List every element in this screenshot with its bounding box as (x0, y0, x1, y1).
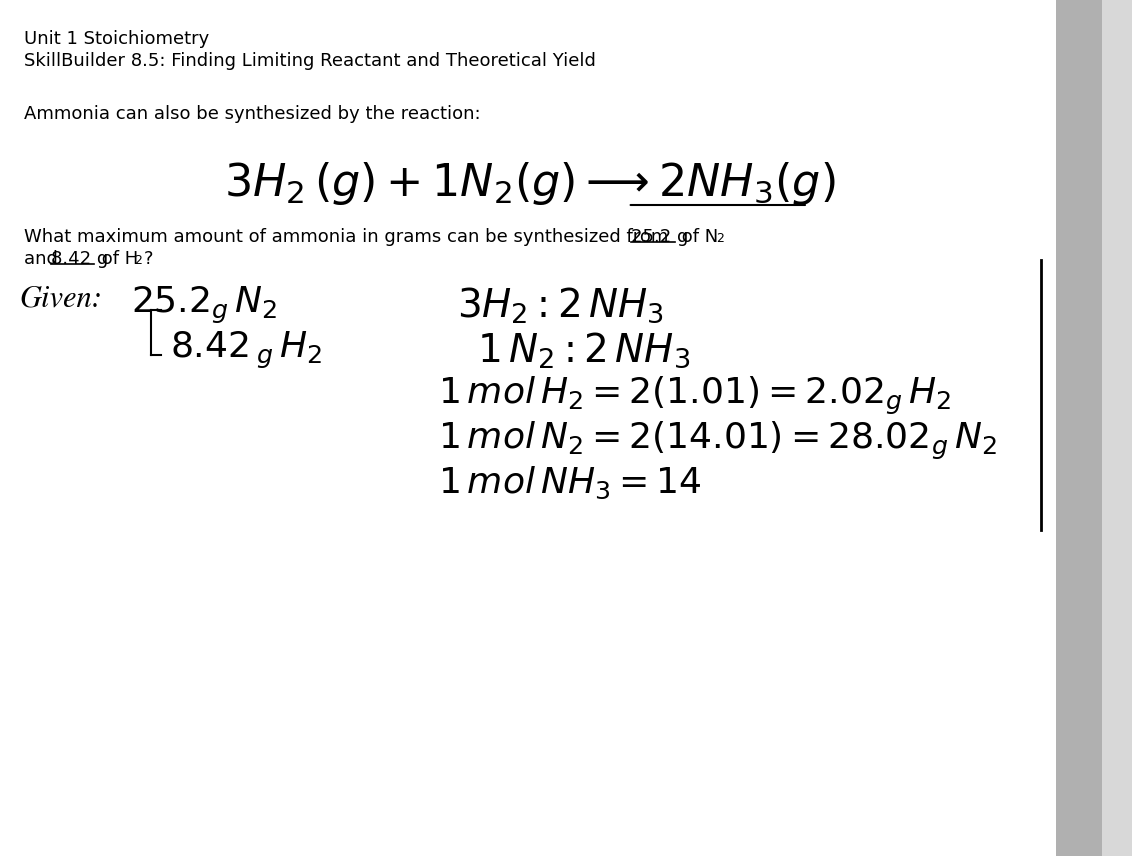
Text: 25.2 g: 25.2 g (631, 228, 688, 246)
Text: Unit 1 Stoichiometry: Unit 1 Stoichiometry (24, 30, 209, 48)
Text: $3H_2 : 2\,NH_3$: $3H_2 : 2\,NH_3$ (457, 285, 664, 324)
Text: 8.42 g: 8.42 g (51, 250, 108, 268)
Text: $8.42\,_g\,H_2$: $8.42\,_g\,H_2$ (170, 330, 323, 372)
Text: of N: of N (677, 228, 719, 246)
Text: $1\,mol\,N_2 = 2(14.01) = 28.02_g\,N_2$: $1\,mol\,N_2 = 2(14.01) = 28.02_g\,N_2$ (438, 420, 997, 462)
Text: Given:: Given: (19, 285, 102, 313)
Text: $25.2_g\,N_2$: $25.2_g\,N_2$ (131, 285, 277, 326)
FancyBboxPatch shape (0, 0, 1056, 856)
Text: of H: of H (96, 250, 138, 268)
Text: What maximum amount of ammonia in grams can be synthesized from: What maximum amount of ammonia in grams … (24, 228, 675, 246)
Text: and: and (24, 250, 63, 268)
Text: 2: 2 (135, 254, 143, 267)
Text: $1\,mol\,H_2 = 2(1.01) = 2.02_g\,H_2$: $1\,mol\,H_2 = 2(1.01) = 2.02_g\,H_2$ (438, 375, 951, 417)
FancyBboxPatch shape (1056, 0, 1101, 856)
Text: $3H_2\,(g) + 1N_2(g) \longrightarrow 2NH_3(g)$: $3H_2\,(g) + 1N_2(g) \longrightarrow 2NH… (224, 160, 835, 207)
Text: SkillBuilder 8.5: Finding Limiting Reactant and Theoretical Yield: SkillBuilder 8.5: Finding Limiting React… (24, 52, 597, 70)
Text: $1\,N_2 : 2\,NH_3$: $1\,N_2 : 2\,NH_3$ (477, 330, 691, 370)
Text: $1\,mol\,NH_3 = 14$: $1\,mol\,NH_3 = 14$ (438, 465, 702, 502)
Text: ?: ? (144, 250, 154, 268)
Text: 2: 2 (717, 232, 724, 245)
Text: Ammonia can also be synthesized by the reaction:: Ammonia can also be synthesized by the r… (24, 105, 481, 123)
